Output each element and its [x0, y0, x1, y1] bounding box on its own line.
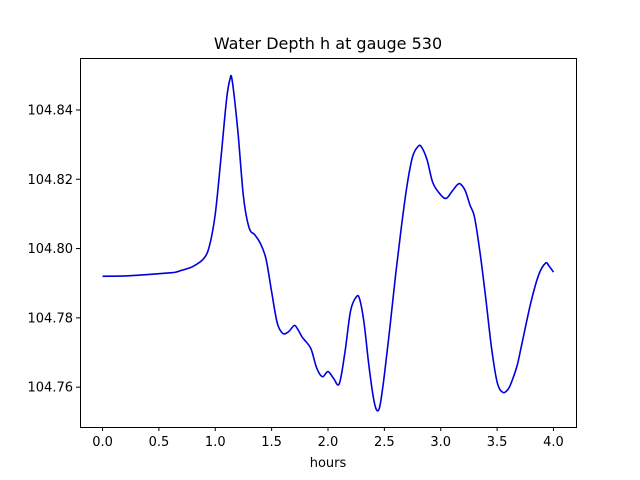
y-tick-label: 104.80 [28, 242, 74, 257]
x-tick-label: 1.0 [205, 435, 226, 450]
x-tick-label: 3.0 [430, 435, 451, 450]
x-tick-label: 2.0 [318, 435, 339, 450]
x-tick-label: 1.5 [261, 435, 282, 450]
x-tick-label: 2.5 [374, 435, 395, 450]
series-line-0 [102, 74, 555, 412]
y-axis: 104.76 104.78 104.80 104.82 104.84 [28, 103, 80, 396]
chart-title: Water Depth h at gauge 530 [214, 34, 442, 53]
plot-area [102, 74, 555, 412]
y-tick-label: 104.76 [28, 381, 74, 396]
x-tick-label: 0.0 [92, 435, 113, 450]
y-tick-label: 104.78 [28, 311, 74, 326]
y-tick-label: 104.84 [28, 103, 74, 118]
x-tick-label: 3.5 [487, 435, 508, 450]
x-axis-label: hours [310, 456, 347, 471]
x-tick-label: 0.5 [149, 435, 170, 450]
y-tick-label: 104.82 [28, 173, 74, 188]
x-tick-label: 4.0 [543, 435, 564, 450]
x-axis: 0.0 0.5 1.0 1.5 2.0 2.5 3.0 3.5 4.0 [92, 427, 564, 450]
